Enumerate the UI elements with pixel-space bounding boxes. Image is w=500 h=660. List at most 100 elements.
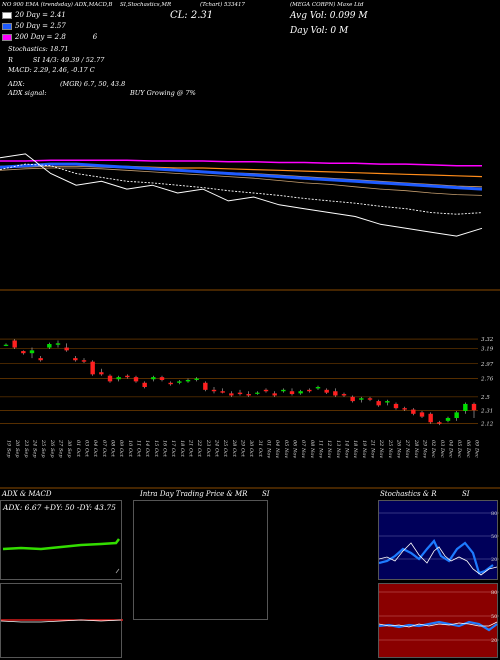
candle-body <box>142 382 147 388</box>
candle-body <box>419 412 425 417</box>
candle-body <box>393 403 399 409</box>
date-label: 19 Sep <box>6 440 12 458</box>
stoch-tick-50: 50 <box>491 534 497 540</box>
date-label: 04 Dec <box>448 440 454 458</box>
date-label: 12 Nov <box>326 440 332 458</box>
candle-body <box>185 379 191 382</box>
candle-body <box>315 387 321 389</box>
ma200-label: 200 Day = 2.8 <box>15 33 66 41</box>
candle-body <box>463 403 468 411</box>
date-label: 14 Oct <box>144 440 150 458</box>
date-label: 20 Sep <box>14 439 20 458</box>
date-label: 22 Nov <box>378 439 384 458</box>
candle-body <box>29 350 35 354</box>
candles <box>3 339 477 426</box>
candle-body <box>211 389 217 392</box>
buy-signal: BUY Growing @ 7% <box>130 89 196 97</box>
date-label: 06 Dec <box>465 440 471 458</box>
candle-body <box>3 344 9 346</box>
date-label: 27 Sep <box>58 439 64 458</box>
ma50-label: 50 Day = 2.57 <box>15 22 66 30</box>
date-label: 24 Oct <box>214 439 220 458</box>
date-label: 10 Oct <box>127 440 133 458</box>
price-tick-label: 2.31 <box>480 408 493 414</box>
macd-line <box>1 619 122 623</box>
stoch-d-line <box>379 542 498 576</box>
candle-body <box>437 422 442 424</box>
ma-line-200-day <box>0 159 482 167</box>
price-grid <box>0 338 478 424</box>
candle-body <box>73 358 78 361</box>
ma20-label: 20 Day = 2.41 <box>15 11 66 19</box>
price-tick-label: 2.76 <box>480 377 494 383</box>
date-label: 26 Sep <box>49 439 55 458</box>
legend: 20 Day = 2.41 50 Day = 2.57 200 Day = 2.… <box>2 10 97 43</box>
candle-body <box>350 396 355 402</box>
candle-body <box>237 392 243 395</box>
candle-body <box>471 403 477 411</box>
candle-body <box>281 389 286 392</box>
candle-body <box>177 381 182 383</box>
adx-mark <box>115 568 120 574</box>
adx-panel-title: ADX & MACD <box>2 490 52 498</box>
si-values: SI 14/3: 49.39 / 52.77 <box>32 56 105 64</box>
date-label: 24 Sep <box>32 439 38 458</box>
main-chart-svg: 3.32 3.19 2.97 2.76 2.5 2.31 2.12 19 Sep 20 Sep… <box>0 153 500 489</box>
date-label: 28 Oct <box>231 439 237 458</box>
adx-panel: ADX: 6.67 +DY: 50 -DY: 43.75 <box>0 500 122 580</box>
stoch-title: Stochastics & R <box>380 490 437 498</box>
header-indicators: NO 900 EMA (trendsday) ADX,MACD,B <box>2 2 113 8</box>
intraday-si: SI <box>262 490 270 498</box>
date-label: 23 Sep <box>23 439 29 458</box>
candle-body <box>194 378 199 380</box>
candle-body <box>90 361 95 375</box>
candle-body <box>255 392 260 394</box>
header-company: (MEGA CORPN) Maxe Ltd <box>290 2 364 8</box>
date-label: 31 Oct <box>257 440 263 458</box>
macd-readout: MACD: 2.29, 2.46, -0.17 C <box>8 66 95 74</box>
day-volume: Day Vol: 0 M <box>290 26 349 36</box>
stochastics-panel: 80 50 20 <box>378 500 499 580</box>
candle-body <box>12 340 17 348</box>
date-label: 08 Oct <box>110 440 116 458</box>
candle-body <box>246 394 251 396</box>
date-label: 01 Nov <box>266 440 272 458</box>
date-label: 03 Dec <box>439 440 445 458</box>
rsi-svg: 80 50 20 <box>379 590 499 644</box>
rsi-line <box>379 620 498 632</box>
ma-line-50-day <box>0 162 483 191</box>
rsi-signal-line <box>379 621 498 628</box>
intraday-panel <box>133 500 268 620</box>
date-label: 11 Nov <box>318 440 324 458</box>
candle-body <box>341 394 347 396</box>
candle-body <box>125 375 130 378</box>
date-label: 28 Nov <box>413 439 419 458</box>
ma-line-20-day <box>0 163 483 215</box>
price-tick-label: 3.32 <box>481 337 494 343</box>
candle-body <box>298 391 303 394</box>
date-label: 18 Nov <box>352 440 358 458</box>
date-label: 22 Oct <box>196 439 202 458</box>
si-readout: R SI 14/3: 49.39 / 52.77 <box>8 56 104 64</box>
candle-body <box>168 382 173 385</box>
date-label: 25 Sep <box>40 439 46 458</box>
legend-ma20: 20 Day = 2.41 <box>2 10 97 21</box>
header-indicators-2: SI,Stochastics,MR <box>120 2 172 8</box>
candle-body <box>159 377 165 380</box>
date-label: 26 Nov <box>396 439 402 458</box>
candle-body <box>55 343 61 345</box>
date-label: 14 Nov <box>344 440 350 458</box>
date-label: 13 Nov <box>335 440 341 458</box>
si-prefix: R <box>8 56 13 64</box>
date-label: 05 Dec <box>456 440 462 458</box>
candle-body <box>64 347 69 351</box>
ma200-extra: 6 <box>92 33 98 41</box>
close-price: CL: 2.31 <box>170 10 214 21</box>
adx-label: ADX: <box>8 80 25 88</box>
date-label: 18 Oct <box>179 440 185 458</box>
avg-volume: Avg Vol: 0.099 M <box>290 11 368 21</box>
date-label: 06 Nov <box>292 440 298 458</box>
ma50-swatch <box>2 23 12 30</box>
rsi-tick-20: 20 <box>491 638 497 644</box>
